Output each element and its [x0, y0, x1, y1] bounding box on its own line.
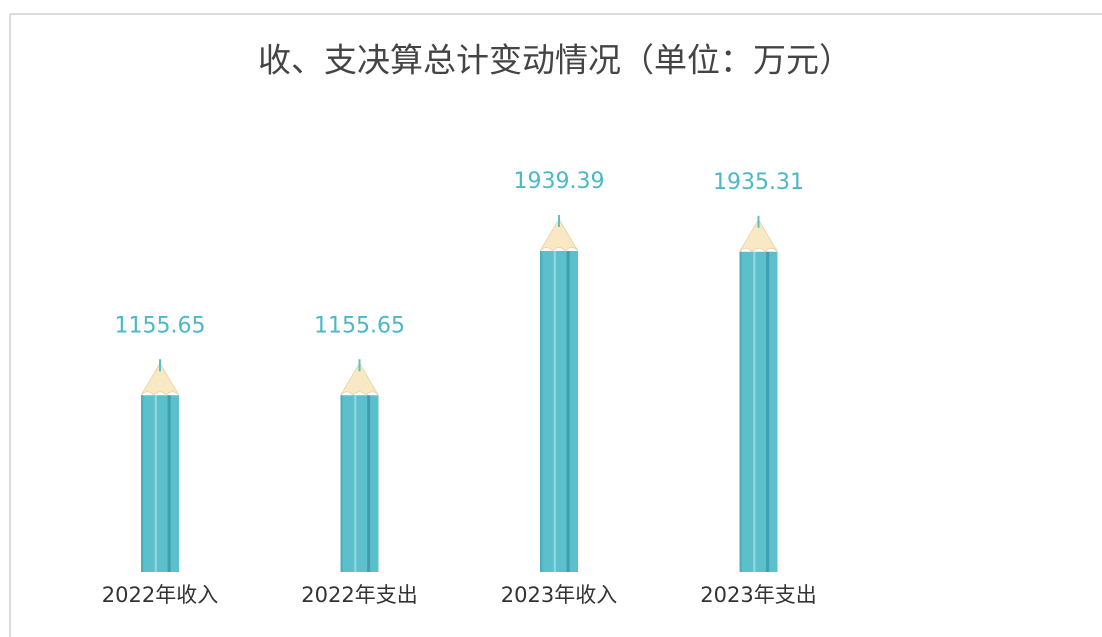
pencil-body: [341, 395, 379, 572]
pencil: [740, 216, 778, 572]
value-label: 1155.65: [115, 313, 206, 338]
x-tick-label: 2023年支出: [700, 583, 816, 607]
pencil-stripe: [155, 395, 157, 572]
pencil-body: [740, 252, 778, 572]
pencil-stripe: [354, 395, 356, 572]
pencil-body: [540, 251, 578, 572]
pencil-stripe: [141, 395, 143, 572]
x-tick-label: 2022年支出: [301, 583, 417, 607]
page: 收、支决算总计变动情况（单位：万元） 2022年收入 1155.65 2022年支出…: [0, 0, 1102, 637]
pencil-stripe: [567, 251, 570, 572]
pencil-stripe: [740, 252, 742, 572]
pencil-stripe: [540, 251, 542, 572]
pencil: [141, 359, 179, 572]
pencil-stripe: [753, 252, 755, 572]
x-tick-label: 2022年收入: [102, 583, 218, 607]
pencil-stripe: [367, 395, 370, 572]
x-tick-label: 2023年收入: [501, 583, 617, 607]
pencil: [540, 215, 578, 572]
pencil-stripe: [168, 395, 171, 572]
chart-title: 收、支决算总计变动情况（单位：万元）: [258, 41, 852, 80]
chart: 收、支决算总计变动情况（单位：万元） 2022年收入 1155.65 2022年支出…: [0, 0, 1102, 637]
pencil-stripe: [341, 395, 343, 572]
pencil-stripe: [766, 252, 769, 572]
pencil-stripe: [554, 251, 556, 572]
value-label: 1155.65: [314, 313, 405, 338]
value-label: 1939.39: [514, 169, 605, 194]
value-label: 1935.31: [713, 170, 804, 195]
pencil-body: [141, 395, 179, 572]
pencil: [341, 359, 379, 572]
